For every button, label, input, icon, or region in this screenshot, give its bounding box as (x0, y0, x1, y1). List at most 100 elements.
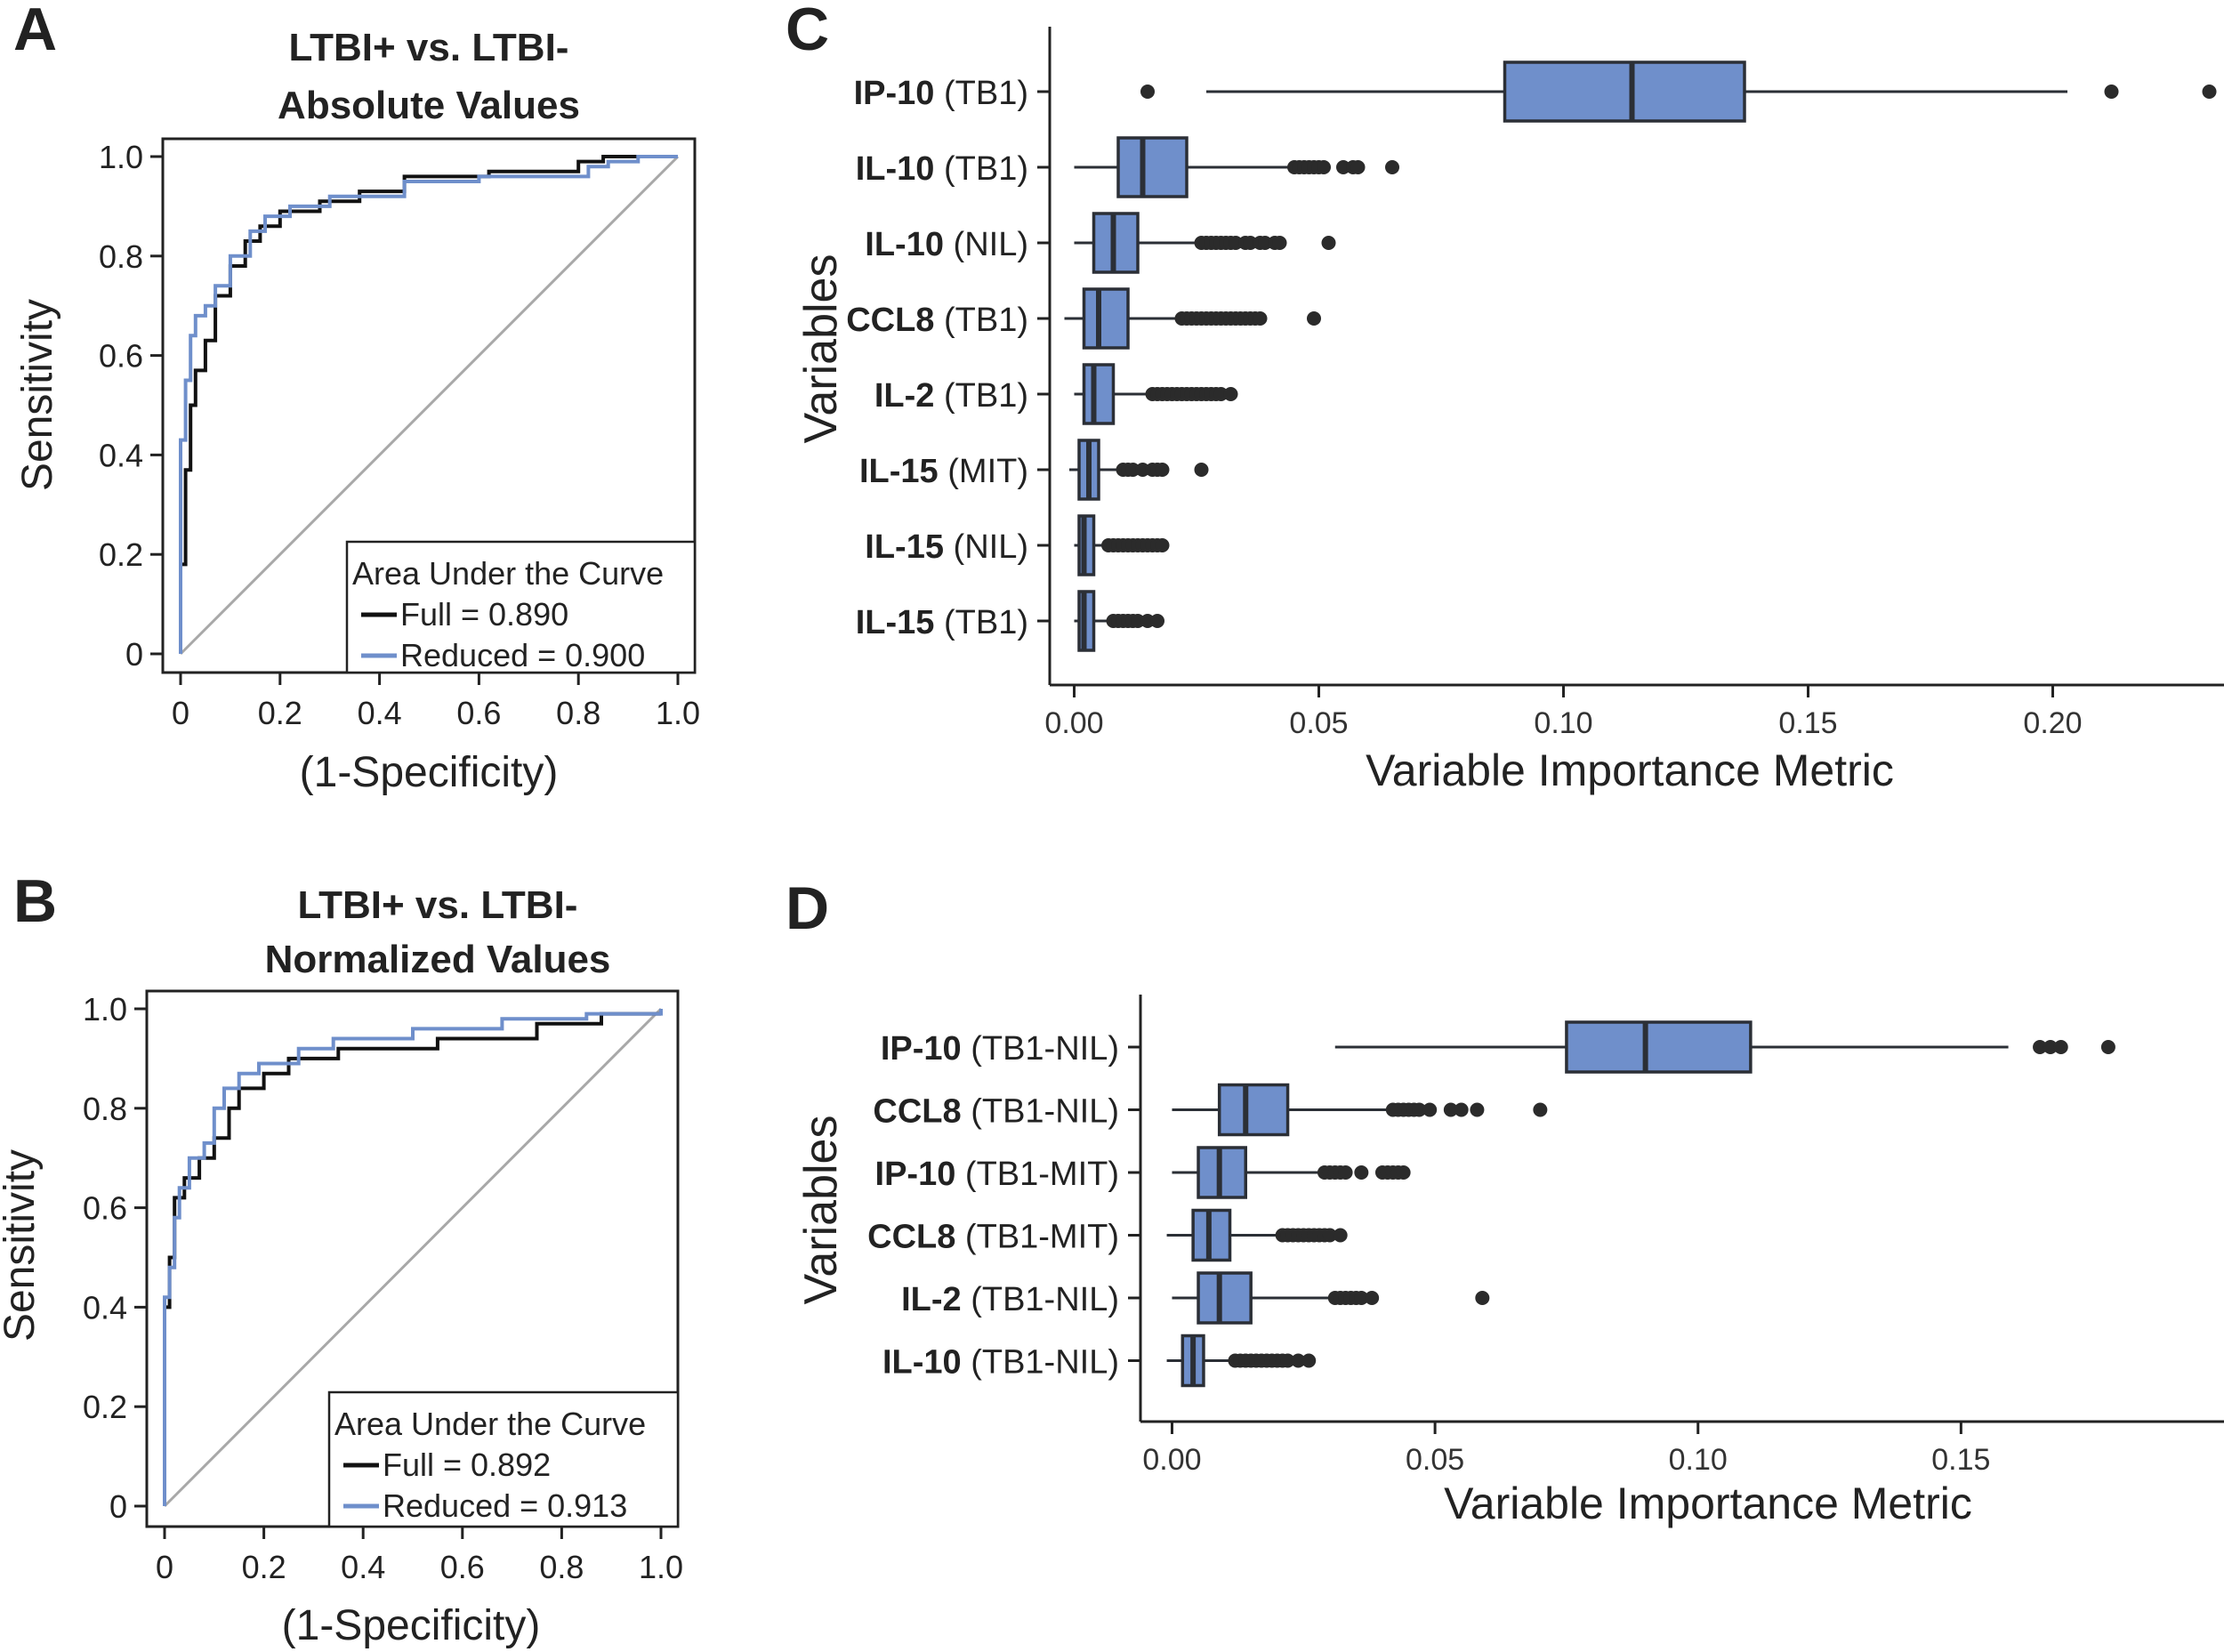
panel-label-b: B (13, 867, 57, 935)
variable-condition: (MIT) (947, 453, 1028, 490)
box-iqr (1217, 1083, 1290, 1137)
outlier-point (1354, 1165, 1369, 1180)
diagonal-reference-line (163, 1007, 663, 1508)
x-tick-label: 0.05 (1289, 706, 1348, 740)
outlier-point (1291, 1353, 1306, 1368)
variable-condition: (TB1) (944, 377, 1028, 415)
outlier-point (1454, 1102, 1469, 1117)
outlier-point (1321, 236, 1336, 250)
variable-condition-space (962, 1281, 971, 1318)
x-tick-label: 0.8 (539, 1549, 584, 1585)
outlier-point (2100, 1040, 2115, 1054)
outlier-point (1354, 1291, 1369, 1305)
variable-condition-space (934, 604, 944, 641)
variable-name: IL-2 (874, 377, 935, 415)
legend-label-reduced: Reduced = 0.900 (400, 637, 645, 673)
outlier-point (2043, 1040, 2058, 1054)
variable-condition: (TB1-MIT) (965, 1219, 1119, 1256)
variable-condition: (NIL) (954, 226, 1028, 263)
outlier-point (1229, 236, 1243, 250)
variable-name: IL-2 (901, 1281, 962, 1318)
outlier-point (1140, 614, 1155, 628)
legend-title: Area Under the Curve (352, 555, 664, 592)
variable-label: IL-2 (TB1-NIL) (901, 1281, 1119, 1318)
y-tick-label: 0.4 (99, 437, 143, 473)
panel-b: B LTBI+ vs. LTBI- Normalized Values Sens… (0, 867, 683, 1649)
variable-name: IL-10 (882, 1344, 962, 1382)
variable-condition-space (962, 1093, 971, 1131)
outlier-point (1365, 1291, 1380, 1305)
variable-condition-space (944, 528, 954, 566)
outlier-point (2033, 1040, 2048, 1054)
outlier-point (1338, 1165, 1353, 1180)
panel-d: D Variables Variable Importance Metric 0… (786, 874, 2224, 1528)
variable-condition-space (955, 1156, 965, 1193)
outlier-point (1135, 463, 1150, 477)
outlier-point (1422, 1102, 1438, 1117)
outlier-point (1443, 1102, 1458, 1117)
outlier-point (1322, 1228, 1337, 1243)
variable-condition-space (962, 1030, 971, 1068)
outlier-point (2202, 85, 2217, 99)
panel-label-d: D (786, 874, 829, 942)
x-tick-label: 0.00 (1142, 1443, 1201, 1477)
outlier-point (1385, 160, 1399, 174)
box-iqr (1565, 1020, 1753, 1074)
variable-label: IL-10 (NIL) (865, 226, 1028, 263)
outlier-point (1194, 463, 1209, 477)
variable-label: IP-10 (TB1) (854, 75, 1028, 112)
variable-label: IP-10 (TB1-NIL) (881, 1030, 1119, 1068)
roc-curve-reduced (179, 155, 678, 654)
variable-label: IL-10 (TB1) (856, 150, 1028, 188)
variable-condition: (TB1-NIL) (971, 1093, 1119, 1131)
box-iqr (1503, 60, 1746, 123)
y-axis-label: Sensitivity (0, 1149, 44, 1342)
outlier-point (1125, 463, 1140, 477)
legend-label-full: Full = 0.890 (400, 596, 568, 633)
variable-condition-space (939, 453, 948, 490)
variable-label: IL-15 (MIT) (859, 453, 1028, 490)
x-tick-label: 0.2 (258, 695, 302, 731)
x-tick-label: 1.0 (656, 695, 700, 731)
outlier-point (1317, 160, 1331, 174)
variable-condition-space (955, 1219, 965, 1256)
outlier-point (1155, 463, 1170, 477)
outlier-point (1280, 1353, 1295, 1368)
x-axis-label: Variable Importance Metric (1366, 745, 1894, 795)
chart-title-line2: Normalized Values (265, 938, 611, 981)
x-tick-label: 0.2 (242, 1549, 286, 1585)
x-tick-label: 0.05 (1406, 1443, 1464, 1477)
outlier-point (1150, 614, 1164, 628)
legend-box (345, 540, 697, 674)
x-tick-label: 0.20 (2023, 706, 2082, 740)
outlier-point (1272, 236, 1287, 250)
variable-name: IP-10 (854, 75, 935, 112)
variable-condition: (TB1-NIL) (971, 1281, 1119, 1318)
variable-label: IL-15 (NIL) (865, 528, 1028, 566)
variable-condition-space (934, 75, 944, 112)
outlier-point (2053, 1040, 2068, 1054)
panel-a: A LTBI+ vs. LTBI- Absolute Values Sensit… (13, 0, 700, 796)
y-tick-label: 0.2 (99, 536, 143, 573)
x-tick-label: 0.00 (1044, 706, 1103, 740)
outlier-point (1140, 85, 1155, 99)
y-tick-label: 0.2 (83, 1389, 127, 1425)
x-axis-label: Variable Importance Metric (1444, 1479, 1972, 1528)
legend-label-reduced: Reduced = 0.913 (383, 1487, 627, 1524)
variable-label: IL-2 (TB1) (874, 377, 1028, 415)
outlier-point (1131, 614, 1145, 628)
variable-condition-space (934, 377, 944, 415)
panel-label-c: C (786, 0, 829, 63)
variable-condition: (TB1) (944, 150, 1028, 188)
outlier-point (1412, 1102, 1427, 1117)
variable-label: CCL8 (TB1-MIT) (867, 1219, 1119, 1256)
x-tick-label: 0 (156, 1549, 173, 1585)
box-iqr (1082, 363, 1116, 425)
variable-name: CCL8 (846, 302, 934, 339)
box-iqr (1116, 136, 1189, 198)
outlier-point (1333, 1228, 1348, 1243)
box-iqr (1082, 287, 1130, 350)
